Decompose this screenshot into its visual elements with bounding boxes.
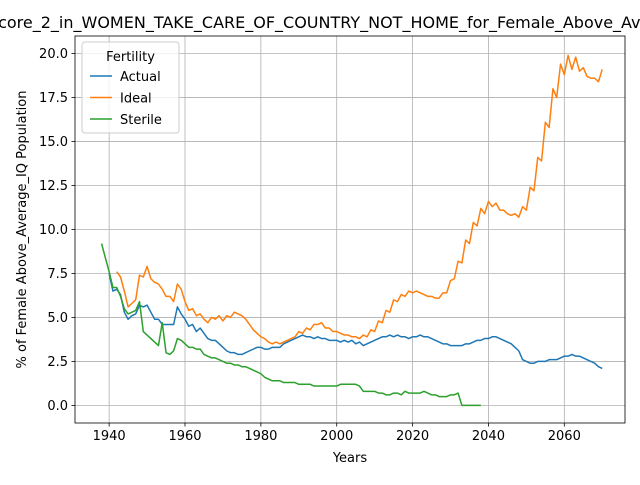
x-tick-label: 1940	[93, 429, 126, 444]
y-tick-label: 20.0	[39, 47, 68, 62]
legend-label-ideal: Ideal	[120, 92, 152, 107]
axes: 1940 1960 1980 2000 2020 2040 2060 0.0 2.5 5.0 7.5…	[39, 35, 626, 444]
x-tick-label: 2020	[396, 429, 429, 444]
legend: Fertility Actual Ideal Sterile	[81, 41, 180, 134]
legend-label-sterile: Sterile	[120, 113, 162, 128]
y-tick-label: 12.5	[39, 179, 68, 194]
series-line-ideal	[116, 54, 603, 345]
y-tick-label: 5.0	[47, 311, 68, 326]
y-tick-label: 2.5	[47, 355, 68, 370]
y-tick-label: 0.0	[47, 399, 68, 414]
legend-label-actual: Actual	[120, 70, 161, 85]
chart-title: Score_2_in_WOMEN_TAKE_CARE_OF_COUNTRY_NO…	[0, 13, 640, 33]
y-tick-label: 17.5	[39, 91, 68, 106]
y-tick-label: 7.5	[47, 267, 68, 282]
x-tick-label: 2000	[320, 429, 353, 444]
legend-title: Fertility	[106, 50, 155, 65]
y-axis-label: % of Female Above_Average_IQ Population	[15, 91, 30, 369]
x-tick-label: 1960	[168, 429, 201, 444]
series-lines	[100, 54, 603, 407]
y-tick-label: 15.0	[39, 135, 68, 150]
series-line-actual	[108, 273, 603, 370]
x-tick-label: 1980	[244, 429, 277, 444]
series-line-sterile	[100, 243, 481, 407]
grid-lines	[75, 36, 625, 423]
y-tick-label: 10.0	[39, 223, 68, 238]
x-tick-label: 2060	[548, 429, 581, 444]
legend-box	[81, 41, 180, 134]
x-axis-label: Years	[332, 451, 368, 466]
x-tick-label: 2040	[472, 429, 505, 444]
